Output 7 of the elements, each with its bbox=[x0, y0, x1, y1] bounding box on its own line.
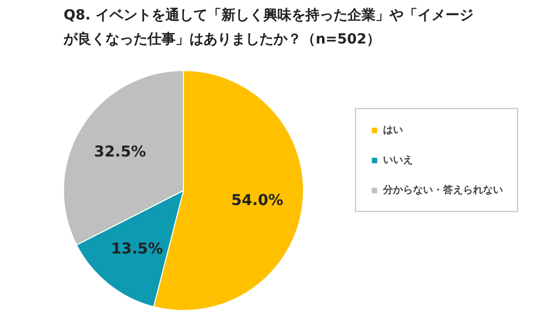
data-label: 13.5% bbox=[110, 240, 164, 258]
data-label: 32.5% bbox=[94, 142, 146, 161]
data-label: 54.0% bbox=[231, 190, 284, 209]
legend-label: いいえ bbox=[383, 154, 414, 167]
chart-title: Q8. イベントを通して「新しく興味を持った企業」や「イメージが良くなった仕事」はありましたか？（n=502） bbox=[62, 6, 474, 48]
legend-label: はい bbox=[383, 124, 404, 137]
legend-label: 分からない・答えられない bbox=[383, 184, 503, 197]
